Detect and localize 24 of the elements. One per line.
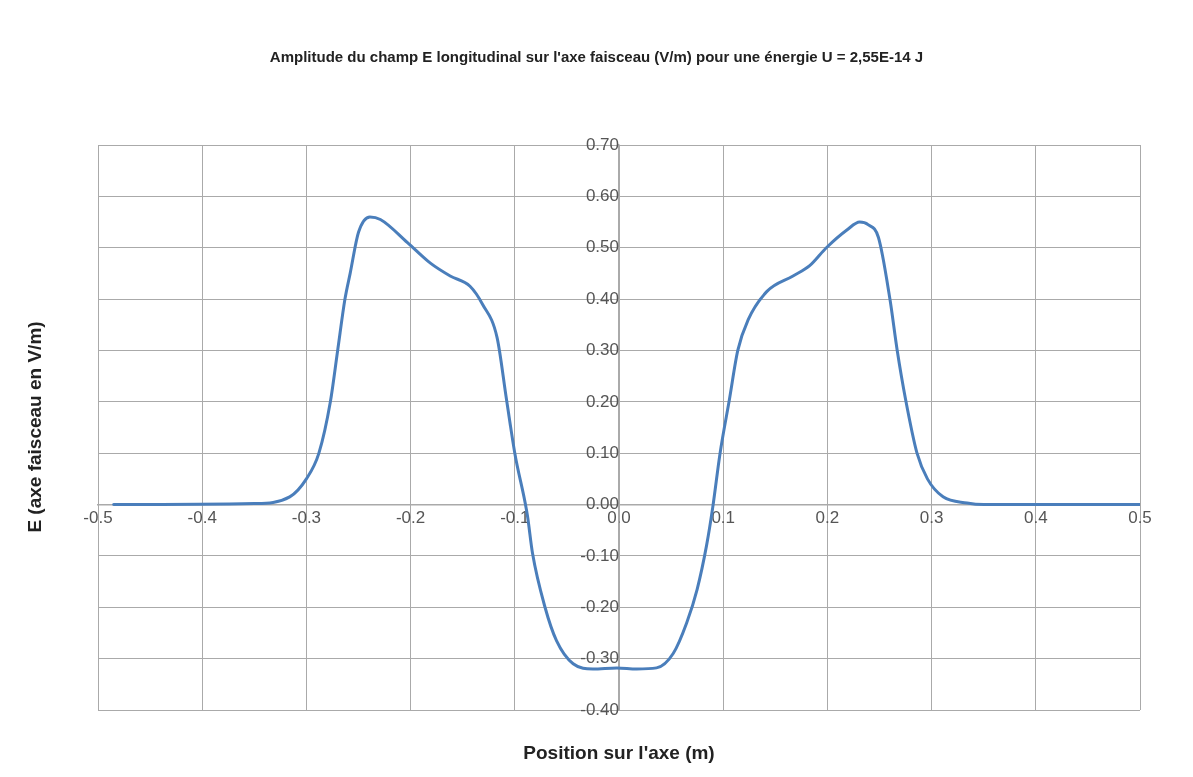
y-tick-label: -0.40: [580, 699, 619, 719]
y-axis-title: E (axe faisceau en V/m): [24, 321, 46, 533]
x-tick-label: -0.4: [187, 508, 217, 528]
y-tick-label: 0.50: [585, 237, 619, 257]
x-tick-label: -0.2: [395, 508, 426, 528]
y-tick-label: 0.70: [585, 134, 619, 154]
chart-title: Amplitude du champ E longitudinal sur l'axe faisceau (V/m) pour une énergie U = 2,55E-14 J: [268, 48, 925, 65]
x-axis-title: Position sur l'axe (m): [522, 742, 716, 764]
y-tick-label: 0.40: [585, 288, 619, 308]
y-tick-label: -0.20: [580, 596, 619, 616]
y-tick-label: -0.10: [580, 545, 619, 565]
y-tick-label: -0.30: [580, 648, 619, 668]
x-tick-label: -0.5: [83, 508, 113, 528]
x-tick-label: 0.4: [1023, 508, 1048, 528]
x-tick-label: 0.5: [1128, 508, 1152, 528]
x-tick-label: -0.1: [500, 508, 530, 528]
y-tick-label: 0.30: [585, 340, 619, 360]
y-tick-label: 0.20: [585, 391, 619, 411]
x-tick-label: 0.3: [919, 508, 944, 528]
x-tick-label: -0.3: [291, 508, 322, 528]
x-tick-label: 0.1: [711, 508, 736, 528]
y-tick-label: 0.60: [585, 186, 619, 206]
y-tick-label: 0.10: [585, 442, 619, 462]
x-tick-label: 0.2: [815, 508, 840, 528]
